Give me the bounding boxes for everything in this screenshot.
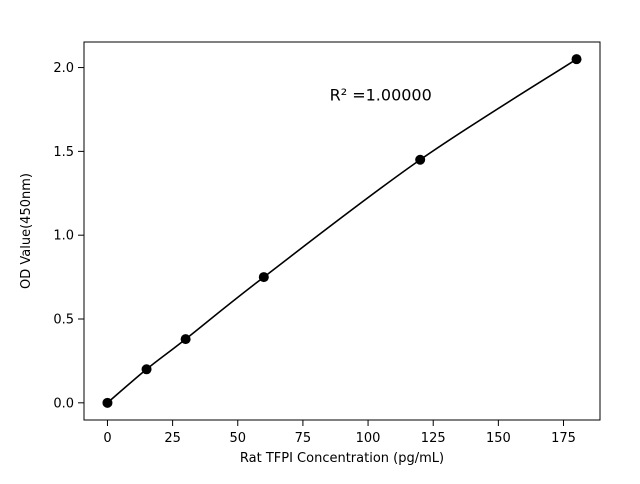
x-tick-label: 50: [229, 431, 246, 446]
data-point-marker: [415, 154, 426, 165]
data-point-marker: [141, 364, 152, 375]
y-tick-label: 0.0: [53, 396, 74, 411]
y-tick-label: 0.5: [53, 313, 74, 328]
data-point-marker: [180, 334, 191, 345]
data-point-marker: [102, 397, 113, 408]
data-point-marker: [258, 272, 269, 283]
data-point-marker: [571, 54, 582, 65]
x-axis-label: Rat TFPI Concentration (pg/mL): [240, 451, 444, 466]
x-tick-label: 175: [551, 431, 576, 446]
y-axis-label: OD Value(450nm): [19, 173, 34, 289]
r-squared-annotation: R² =1.00000: [330, 86, 432, 105]
x-tick-label: 75: [295, 431, 312, 446]
y-tick-label: 1.5: [53, 145, 74, 160]
x-tick-label: 125: [421, 431, 446, 446]
x-tick-label: 150: [486, 431, 511, 446]
x-tick-label: 25: [164, 431, 181, 446]
x-tick-label: 100: [356, 431, 381, 446]
x-tick-label: 0: [103, 431, 111, 446]
y-tick-label: 1.0: [53, 229, 74, 244]
axes-spines: [83, 41, 601, 421]
y-tick-label: 2.0: [53, 61, 74, 76]
